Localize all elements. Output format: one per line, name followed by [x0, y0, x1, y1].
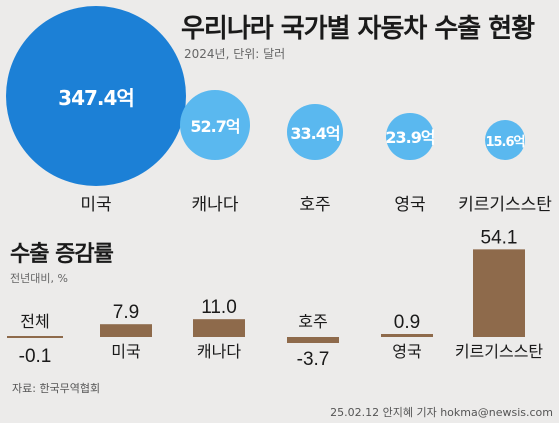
bar	[100, 324, 152, 337]
bar-category-label: 호주	[298, 312, 327, 331]
bar	[287, 337, 339, 343]
bar-value-label: 54.1	[481, 227, 518, 248]
bar-value-label: 11.0	[201, 297, 237, 318]
bar	[473, 249, 525, 337]
bubble-country-label: 캐나다	[191, 195, 239, 215]
bar-category-label: 미국	[111, 342, 140, 361]
bar-value-label: 7.9	[113, 302, 139, 323]
bubble-country-label: 영국	[394, 195, 426, 215]
bubble-country-label: 키르기스스탄	[458, 195, 552, 215]
bar-value-label: -3.7	[297, 349, 330, 370]
bubble-3: 23.9억	[385, 112, 436, 160]
bar-category-label: 전체	[20, 312, 49, 331]
bubble-1: 52.7억	[179, 89, 251, 160]
source-note: 자료: 한국무역협회	[12, 382, 101, 395]
page-title: 우리나라 국가별 자동차 수출 현황	[181, 14, 535, 44]
bubble-0: 347.4억	[6, 6, 186, 186]
growth-title: 수출 증감률	[10, 242, 114, 267]
bubble-4: 15.6억	[485, 120, 526, 160]
page-subtitle: 2024년, 단위: 달러	[184, 47, 286, 61]
bubble-2: 33.4억	[287, 104, 343, 160]
bar-category-label: 키르기스스탄	[455, 342, 544, 361]
bar-value-label: -0.1	[19, 346, 52, 367]
bar-category-label: 영국	[392, 342, 421, 361]
bubble-country-label: 호주	[299, 195, 331, 215]
bubble-country-label: 미국	[80, 195, 112, 215]
bar	[381, 334, 433, 337]
growth-unit: 전년대비, %	[10, 272, 68, 285]
bar-value-label: 0.9	[394, 312, 420, 333]
bar-category-label: 캐나다	[197, 342, 241, 361]
credit-line: 25.02.12 안지혜 기자 hokma@newsis.com	[330, 406, 553, 419]
bar	[193, 319, 245, 337]
